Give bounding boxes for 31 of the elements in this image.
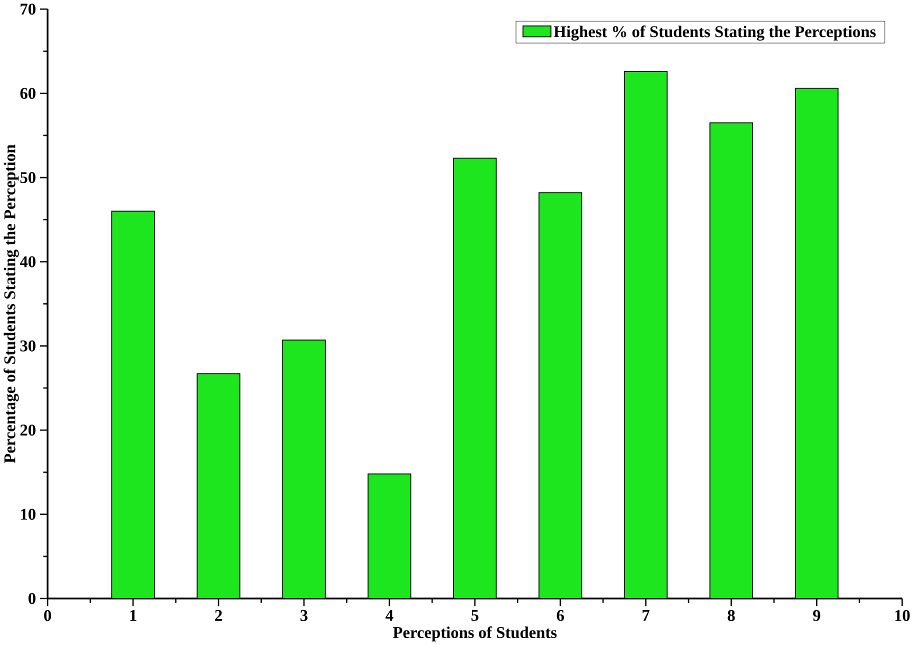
x-tick-label: 4 xyxy=(386,610,394,621)
bar xyxy=(282,340,326,599)
y-tick-label: 40 xyxy=(20,256,36,268)
bar xyxy=(111,210,155,599)
bar xyxy=(453,158,497,599)
bar xyxy=(624,71,668,599)
y-tick-label: 60 xyxy=(20,88,36,99)
bar xyxy=(368,473,412,599)
bar xyxy=(709,122,754,599)
x-tick-label: 9 xyxy=(813,610,820,622)
x-tick-label: 5 xyxy=(471,610,478,621)
bar xyxy=(794,88,839,599)
y-tick-label: 20 xyxy=(20,424,36,436)
legend-label: Highest % of Students Stating the Perceptions xyxy=(554,26,876,41)
y-tick-label: 0 xyxy=(28,592,36,604)
y-tick-label: 50 xyxy=(20,172,36,184)
bar xyxy=(538,192,582,599)
y-tick-label: 70 xyxy=(20,4,36,15)
x-tick-label: 7 xyxy=(642,610,650,621)
bar xyxy=(196,373,240,599)
y-axis-title: Percentage of Students Stating the Perception xyxy=(4,144,19,464)
y-tick-label: 10 xyxy=(21,508,36,520)
x-axis-title: Perceptions of Students xyxy=(393,626,557,642)
x-tick-label: 6 xyxy=(556,610,564,622)
x-tick-label: 3 xyxy=(300,610,308,622)
x-tick-label: 10 xyxy=(895,610,910,622)
y-tick-label: 30 xyxy=(20,340,36,352)
x-tick-label: 8 xyxy=(728,610,735,622)
x-tick-label: 1 xyxy=(130,610,136,621)
x-tick-label: 2 xyxy=(215,610,222,621)
x-tick-label: 0 xyxy=(44,610,52,622)
